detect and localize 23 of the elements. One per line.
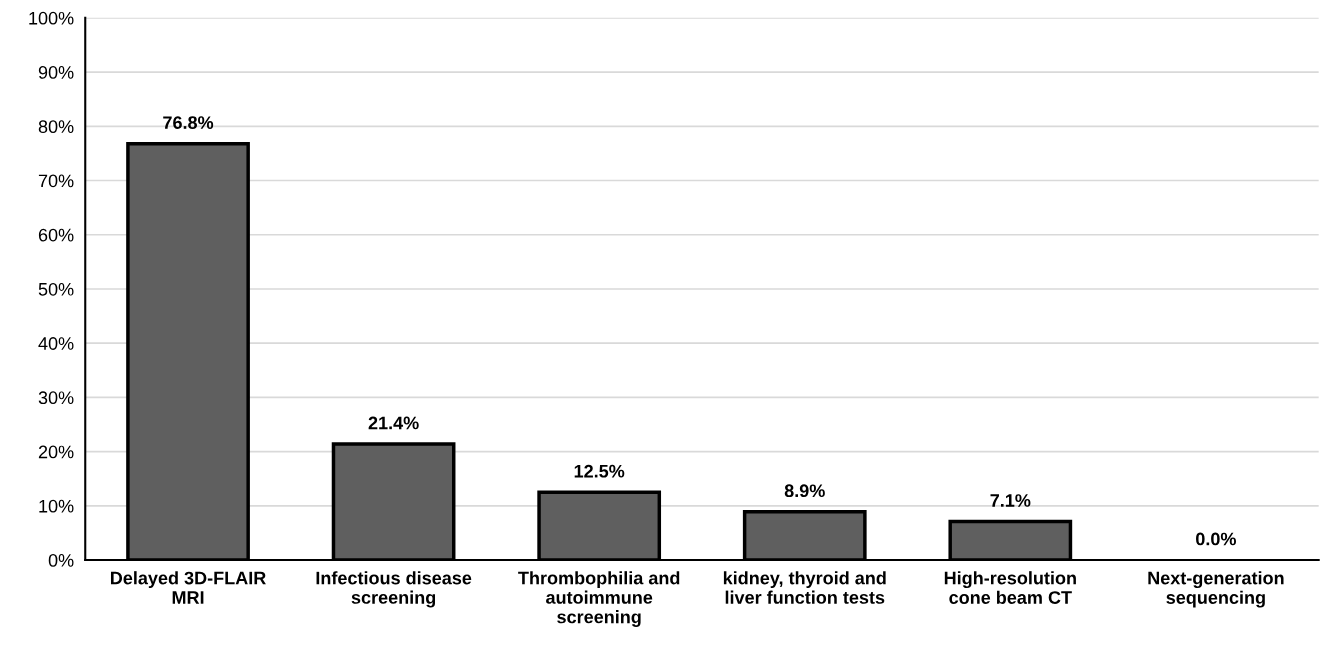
y-tick-label: 80% [38,120,74,134]
data-label: 21.4% [368,416,419,430]
y-tick-label: 40% [38,337,74,350]
y-tick-label: 20% [38,445,74,459]
x-tick-label: Delayed 3D-FLAIR MRI [110,571,266,604]
y-tick-label: 60% [38,228,74,242]
x-tick-label: Next-generation sequencing [1148,571,1284,608]
data-label: 76.8% [163,116,214,129]
data-label: 0.0% [1196,532,1236,546]
y-tick-label: 100% [29,11,74,25]
y-tick-label: 0% [48,553,74,567]
data-label: 8.9% [784,484,825,498]
y-tick-label: 90% [38,66,74,79]
y-tick-label: 30% [38,391,74,405]
data-label: 7.1% [990,494,1031,507]
y-tick-label: 10% [39,499,74,513]
data-label: 12.5% [574,464,625,478]
x-tick-label: Infectious disease screening [316,571,472,608]
x-tick-label: kidney, thyroid and liver function tests [723,571,886,604]
y-tick-label: 50% [38,282,74,296]
y-tick-label: 70% [38,174,74,188]
x-tick-label: High-resolution cone beam CT [944,571,1076,604]
x-tick-label: Thrombophilia and autoimmune screening [518,571,680,627]
